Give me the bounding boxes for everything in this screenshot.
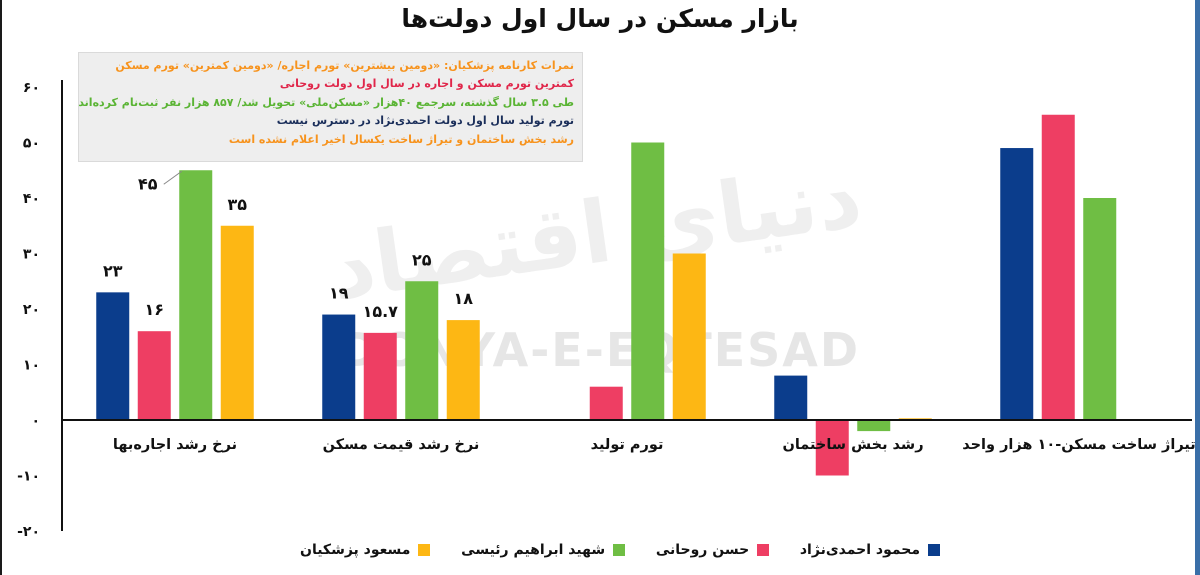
bar-series1-cat4	[774, 375, 808, 420]
y-tick-label: ۶۰	[23, 80, 40, 96]
bar-series2-cat2	[363, 332, 397, 420]
legend-swatch-ahmadinejad	[928, 544, 940, 556]
y-tick-label: ۱۰	[23, 358, 40, 374]
x-tick-label: رشد بخش ساختمان	[782, 437, 923, 453]
bar-series1-cat2	[322, 314, 356, 420]
bar-series3-cat5	[1083, 198, 1117, 420]
chart-title: بازار مسکن در سال اول دولت‌ها	[401, 4, 799, 33]
y-tick-label: ۳۰	[23, 247, 40, 263]
bar-series3-cat2	[405, 281, 439, 420]
bar-series3-cat4	[857, 420, 891, 432]
data-label: ۱۵.۷	[363, 302, 399, 321]
note-line-2: کمترین تورم مسکن و اجاره در سال اول دولت…	[279, 77, 574, 91]
note-line-3: طی ۳.۵ سال گذشته، سرجمع ۴۰هزار «مسکن‌ملی…	[78, 95, 574, 109]
legend-label-rouhani: حسن روحانی	[655, 542, 750, 558]
legend-swatch-rouhani	[757, 544, 770, 556]
bar-series2-cat4	[815, 420, 849, 476]
legend-item-rouhani: حسن روحانی	[655, 542, 770, 558]
bar-series1-cat1	[96, 292, 130, 420]
legend-label-ahmadinejad: محمود احمدی‌نژاد	[799, 542, 920, 558]
bar-series2-cat5	[1041, 114, 1075, 420]
data-label: ۱۹	[329, 284, 349, 303]
note-line-5: رشد بخش ساختمان و تیراژ ساخت یکسال اخیر …	[228, 132, 574, 146]
notes-box: نمرات کارنامه پزشکیان: «دومین بیشترین» ت…	[78, 52, 583, 162]
x-tick-label: تیراژ ساخت مسکن-۱۰ هزار واحد	[962, 437, 1196, 453]
legend-swatch-pezeshkian	[418, 544, 431, 556]
y-tick-label: ۲۰	[23, 302, 40, 318]
bar-series2-cat1	[137, 331, 171, 420]
data-label: ۱۶	[144, 300, 164, 319]
x-tick-label: نرخ رشد قیمت مسکن	[323, 437, 480, 453]
x-tick-label: نرخ رشد اجاره‌بها	[113, 437, 237, 453]
y-tick-label: -۱۰	[17, 469, 40, 485]
legend-item-raisi: شهید ابراهیم رئیسی	[461, 542, 626, 558]
bar-series4-cat2	[446, 320, 480, 420]
left-border	[0, 0, 2, 575]
data-label: ۴۵	[138, 174, 158, 193]
legend-item-ahmadinejad: محمود احمدی‌نژاد	[800, 542, 940, 558]
legend-swatch-raisi	[613, 544, 626, 556]
legend-label-pezeshkian: مسعود پزشکیان	[300, 542, 411, 558]
data-label: ۲۳	[103, 261, 123, 280]
y-tick-label: ۴۰	[23, 191, 40, 207]
chart-legend: محمود احمدی‌نژاد حسن روحانی شهید ابراهیم…	[300, 538, 940, 562]
data-label-leader	[163, 170, 183, 185]
data-label: ۱۸	[453, 289, 473, 308]
right-border	[1195, 0, 1200, 575]
bar-series4-cat1	[220, 225, 254, 420]
y-tick-label: -۲۰	[17, 524, 40, 540]
bar-series1-cat5	[1000, 148, 1034, 421]
bar-series3-cat1	[179, 170, 213, 420]
bar-series3-cat3	[631, 142, 665, 420]
x-tick-label: تورم تولید	[591, 437, 664, 453]
y-tick-label: ۵۰	[23, 136, 40, 152]
y-tick-label: ۰	[31, 413, 40, 429]
data-label: ۳۵	[227, 195, 247, 214]
bar-series4-cat3	[672, 253, 706, 420]
note-line-4: تورم تولید سال اول دولت احمدی‌نژاد در دس…	[276, 114, 574, 128]
legend-label-raisi: شهید ابراهیم رئیسی	[461, 542, 606, 558]
bar-series2-cat3	[589, 386, 623, 420]
legend-item-pezeshkian: مسعود پزشکیان	[300, 542, 431, 558]
data-label: ۲۵	[412, 250, 432, 269]
note-line-1: نمرات کارنامه پزشکیان: «دومین بیشترین» ت…	[115, 59, 574, 72]
